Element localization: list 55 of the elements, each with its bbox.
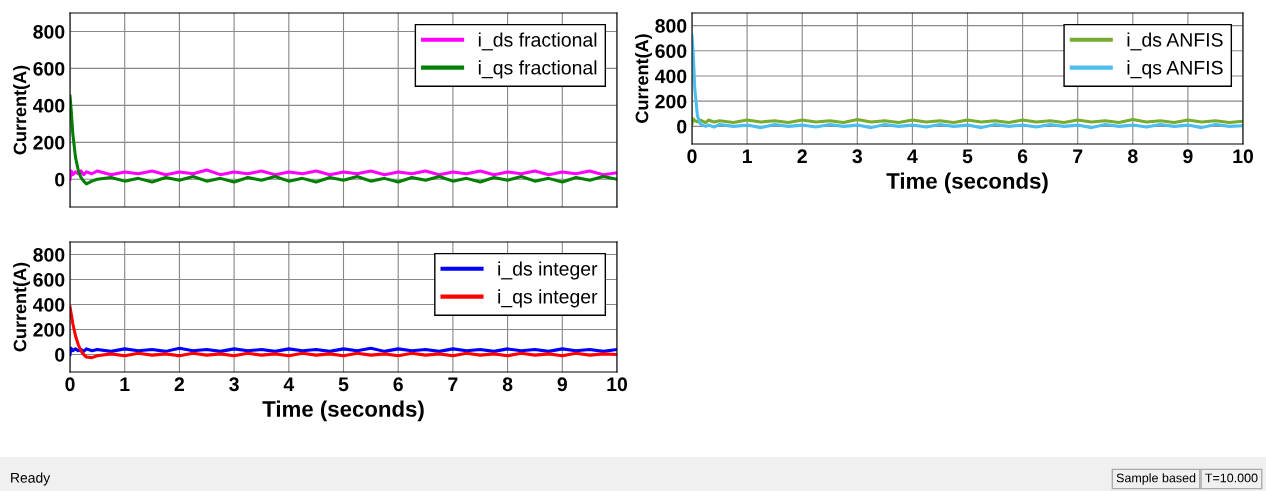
x-tick-label: 7 [1073,149,1083,163]
x-tick-label: 3 [852,149,862,164]
x-tick-label: 10 [607,377,628,392]
y-tick-label: 800 [33,24,65,39]
x-tick-label: 9 [557,377,567,392]
x-tick-label: 1 [120,377,130,391]
y-tick-label: 400 [32,297,65,312]
y-tick-label: 600 [33,61,65,76]
y-tick-label: 0 [55,172,65,187]
y-tick-label: 600 [33,272,65,287]
line-series [692,34,1243,130]
x-tick-label: 1 [742,149,752,163]
x-tick-label: 2 [174,377,185,391]
legend-label: i_qs ANFIS [1127,60,1223,79]
legend-label: i_ds fractional [478,32,597,51]
y-tick-label: 0 [55,347,65,362]
x-tick-label: 4 [283,377,295,391]
legend-label: i_ds ANFIS [1127,32,1223,51]
y-tick-label: 200 [33,322,65,337]
y-axis-title: Current(A) [13,262,30,352]
x-tick-label: 4 [907,149,918,163]
x-tick-label: 6 [1017,149,1028,164]
x-tick-label: 8 [502,377,513,392]
y-tick-label: 800 [655,19,687,33]
legend-label: i_qs fractional [478,60,597,79]
x-tick-label: 3 [229,377,239,392]
y-tick-label: 800 [33,247,65,262]
text: Ready [11,472,51,486]
y-tick-label: 400 [654,69,687,84]
y-tick-label: 200 [33,135,65,150]
y-tick-label: 200 [655,94,687,109]
y-axis-title: Current(A) [635,34,652,123]
x-tick-label: 2 [797,149,807,163]
x-tick-label: 9 [1183,149,1193,164]
x-axis-title: Time (seconds) [886,172,1048,194]
text: Sample based [1116,473,1196,485]
legend-label: i_qs integer [498,289,598,308]
x-axis-title: Time (seconds) [262,400,424,422]
x-tick-label: 6 [393,377,403,392]
x-tick-label: 8 [1128,149,1138,164]
y-axis-title: Current(A) [13,65,30,155]
y-tick-label: 0 [677,119,687,134]
line-series [70,346,617,357]
line-series [70,168,617,181]
legend-label: i_ds integer [498,261,598,280]
x-tick-label: 0 [65,377,75,392]
x-tick-label: 0 [687,149,697,164]
x-tick-label: 5 [338,377,349,392]
line-series [70,94,617,186]
x-tick-label: 5 [962,149,973,164]
x-tick-label: 10 [1233,149,1254,164]
y-tick-label: 600 [655,44,687,59]
text: T=10.000 [1205,473,1258,483]
x-tick-label: 7 [448,377,458,391]
y-tick-label: 400 [32,98,65,113]
